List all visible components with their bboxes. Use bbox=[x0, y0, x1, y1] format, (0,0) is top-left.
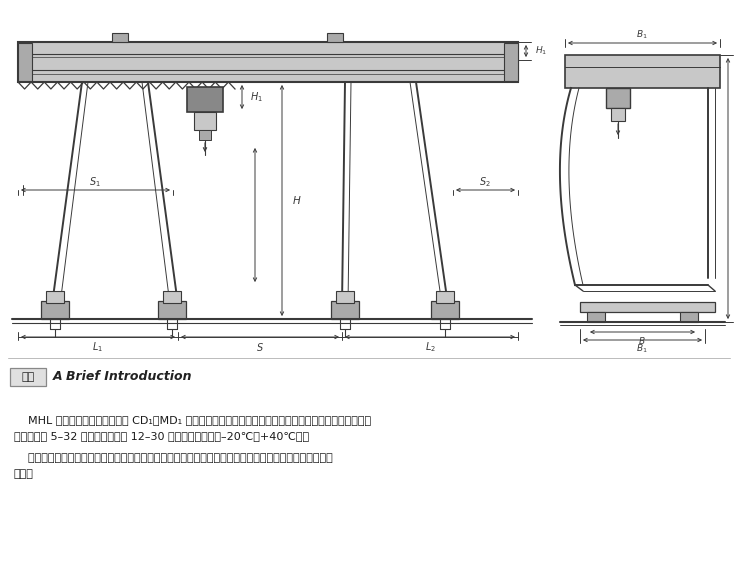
Text: $B$: $B$ bbox=[638, 335, 646, 346]
Text: $S_1$: $S_1$ bbox=[89, 175, 101, 189]
Text: 适用起重量 5–32 吨，适用跨度为 12–30 米，工作环境内外–20℃～+40℃内。: 适用起重量 5–32 吨，适用跨度为 12–30 米，工作环境内外–20℃～+4… bbox=[14, 431, 309, 441]
Text: $S_2$: $S_2$ bbox=[479, 175, 491, 189]
Bar bbox=[163, 291, 181, 303]
Text: $H_1$: $H_1$ bbox=[535, 45, 548, 58]
Text: $H_1$: $H_1$ bbox=[250, 90, 263, 104]
Text: 本产品为一般用途起重机，多用于露天场所及仓库的装卸或抓取物料。本产品有地面操纵和室内操纵两种: 本产品为一般用途起重机，多用于露天场所及仓库的装卸或抓取物料。本产品有地面操纵和… bbox=[14, 453, 333, 463]
Bar bbox=[158, 301, 186, 319]
Bar bbox=[611, 108, 625, 121]
Text: $B_1$: $B_1$ bbox=[636, 29, 648, 41]
Bar bbox=[199, 130, 211, 140]
Bar bbox=[187, 87, 223, 112]
Text: A Brief Introduction: A Brief Introduction bbox=[53, 370, 193, 383]
Text: $H$: $H$ bbox=[292, 194, 302, 206]
Bar bbox=[580, 302, 715, 312]
Bar bbox=[327, 33, 343, 42]
Bar bbox=[431, 301, 459, 319]
Text: MHL 型电动葫芦门式起重机与 CD₁、MD₁ 等型号的电动葫芦配套使用，是一种有轨运行的小型起重机，其: MHL 型电动葫芦门式起重机与 CD₁、MD₁ 等型号的电动葫芦配套使用，是一种… bbox=[14, 415, 371, 425]
Bar bbox=[606, 88, 630, 108]
Bar bbox=[18, 42, 518, 82]
Text: $L_1$: $L_1$ bbox=[92, 340, 103, 354]
Bar bbox=[680, 312, 698, 322]
Bar bbox=[10, 368, 46, 386]
Text: $L_2$: $L_2$ bbox=[424, 340, 435, 354]
Bar bbox=[331, 301, 359, 319]
Bar bbox=[18, 43, 32, 81]
Text: 简介: 简介 bbox=[21, 372, 35, 382]
Bar bbox=[336, 291, 354, 303]
Text: $S$: $S$ bbox=[256, 341, 264, 353]
Bar bbox=[565, 55, 720, 88]
Bar bbox=[46, 291, 64, 303]
Bar bbox=[194, 112, 216, 130]
Bar bbox=[41, 301, 69, 319]
Bar bbox=[504, 43, 518, 81]
Bar bbox=[587, 312, 605, 322]
Bar bbox=[436, 291, 454, 303]
Bar bbox=[112, 33, 128, 42]
Text: $B_1$: $B_1$ bbox=[636, 343, 648, 355]
Text: 型式。: 型式。 bbox=[14, 469, 34, 479]
